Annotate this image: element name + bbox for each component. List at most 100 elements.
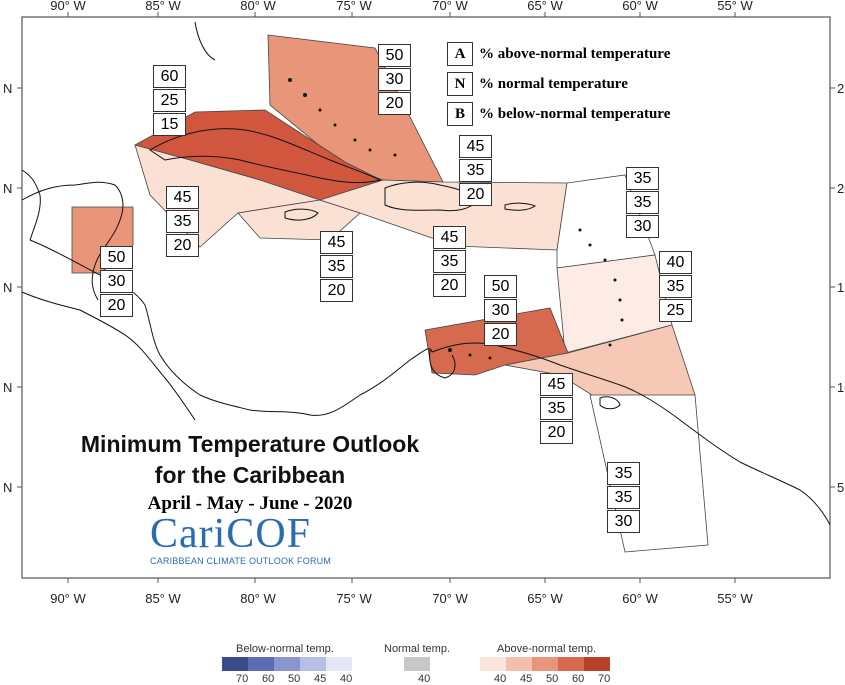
caricof-logo: CariCOF CARIBBEAN CLIMATE OUTLOOK FORUM [150,512,360,566]
coast-jamaica [284,208,319,221]
region-normal-value: 35 [607,486,640,509]
region-below-value: 20 [484,323,517,346]
region-normal-value: 35 [659,275,692,298]
below-scale-tick: 70 [236,673,249,685]
below-scale-swatch [300,657,326,671]
region-box-cuba: 60 25 15 [153,65,186,137]
region-above-value: 35 [626,167,659,190]
region-below-value: 20 [378,92,411,115]
region-normal-value: 30 [100,270,133,293]
region-box-jamaica: 45 35 20 [320,231,353,303]
region-normal-value: 35 [626,191,659,214]
coast-mexico-yucatan [21,181,124,301]
region-box-trinidad: 45 35 20 [540,373,573,445]
key-letter-b: B [447,102,473,126]
lon-label-bottom-80: 80° W [240,591,276,606]
region-below-value: 25 [659,299,692,322]
below-scale-swatch [274,657,300,671]
lon-label-top-70: 70° W [432,0,468,13]
lat-label-left-5: N [3,480,12,495]
region-box-belize: 50 30 20 [100,246,133,318]
region-below-value: 20 [320,279,353,302]
region-below-value: 30 [607,510,640,533]
lat-label-left-15: N [3,280,12,295]
above-scale-swatch [558,657,584,671]
key-letter-a: A [447,42,473,66]
lon-label-bottom-75: 75° W [336,591,372,606]
key-letter-n: N [447,72,473,96]
below-scale-tick: 50 [288,673,301,685]
above-scale-swatch [532,657,558,671]
above-scale-tick: 40 [494,673,507,685]
region-below-value: 20 [540,421,573,444]
lon-label-bottom-55: 55° W [717,591,753,606]
region-above-value: 45 [540,373,573,396]
lon-label-bottom-60: 60° W [622,591,658,606]
region-below-value: 20 [166,234,199,257]
region-above-value: 50 [378,44,411,67]
key-text-below: % below-normal temperature [479,106,671,122]
region-box-bahamas: 50 30 20 [378,44,411,116]
lon-label-top-90: 90° W [50,0,86,13]
lon-label-top-55: 55° W [717,0,753,13]
below-scale-tick: 60 [262,673,275,685]
region-box-windward: 40 35 25 [659,251,692,323]
normal-scale-swatch [404,657,430,671]
region-normal-value: 30 [484,299,517,322]
key-text-above: % above-normal temperature [479,46,671,62]
map-title-line2: for the Caribbean [154,462,346,488]
key-text-normal: % normal temperature [479,76,628,92]
normal-scale-tick: 40 [418,673,431,685]
above-scale-tick: 60 [572,673,585,685]
region-below-value: 30 [626,215,659,238]
map-frame [21,16,831,579]
coast-florida-tip [194,21,216,61]
region-above-value: 45 [166,186,199,209]
above-scale-tick: 45 [520,673,533,685]
above-scale-tick: 70 [598,673,611,685]
above-scale-swatch [584,657,610,671]
region-box-cayman: 45 35 20 [166,186,199,258]
region-normal-value: 25 [153,89,186,112]
region-above-value: 45 [433,226,466,249]
map-period: April - May - June - 2020 [147,493,353,514]
below-scale-tick: 40 [340,673,353,685]
coastlines [21,21,831,526]
lon-label-bottom-65: 65° W [527,591,563,606]
lat-label-right-25: 25 [837,81,845,96]
map-title-line1: Minimum Temperature Outlook [80,431,420,457]
scale-title-normal: Normal temp. [384,643,451,655]
region-normal-value: 30 [378,68,411,91]
below-scale-swatch [326,657,352,671]
region-above-value: 60 [153,65,186,88]
lat-label-right-15: 15 [837,280,845,295]
region-normal-value: 35 [540,397,573,420]
region-above-value: 45 [459,135,492,158]
region-above-value: 40 [659,251,692,274]
lat-label-left-10: N [3,380,12,395]
region-above-value: 35 [607,462,640,485]
coast-cuba [149,128,382,184]
above-scale-tick: 50 [546,673,559,685]
region-normal-value: 35 [433,250,466,273]
logo-text: CariCOF [150,511,312,557]
lon-label-top-80: 80° W [240,0,276,13]
region-above-value: 45 [320,231,353,254]
lat-label-left-20: N [3,181,12,196]
region-above-value: 50 [100,246,133,269]
above-scale-swatch [480,657,506,671]
region-normal-value: 35 [459,159,492,182]
lat-label-right-10: 10 [837,380,845,395]
below-scale-swatch [248,657,274,671]
lon-label-top-65: 65° W [527,0,563,13]
scale-title-above: Above-normal temp. [497,643,597,655]
small-islands [288,78,624,360]
above-scale-swatch [506,657,532,671]
lon-label-top-60: 60° W [622,0,658,13]
region-normal-value: 35 [320,255,353,278]
region-box-leeward: 35 35 30 [626,167,659,239]
region-below-value: 20 [433,274,466,297]
coast-lake-maracaibo [429,349,456,379]
coast-pacific-central-america [21,291,196,421]
